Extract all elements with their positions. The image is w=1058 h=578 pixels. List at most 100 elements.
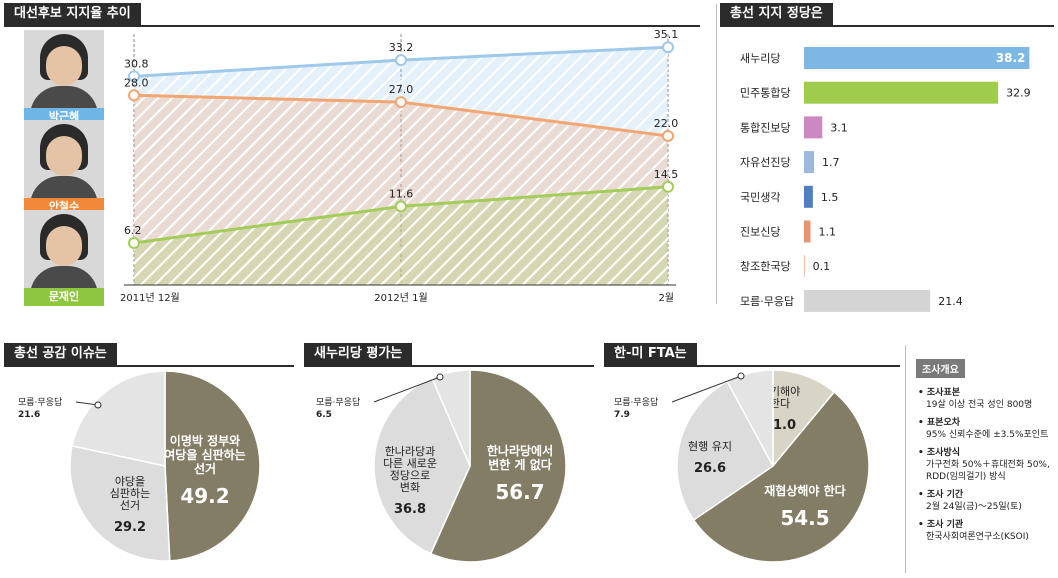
pie-slice	[429, 369, 567, 563]
pie-value: 29.2	[114, 520, 146, 535]
survey-item-detail: 가구전화 50%＋휴대전화 50%,	[926, 460, 1050, 470]
panel-divider	[716, 4, 717, 304]
survey-item: 조사방식 가구전화 50%＋휴대전화 50%, RDD(임의걸기) 방식	[918, 447, 1050, 483]
data-point	[128, 89, 140, 102]
data-point	[662, 129, 674, 142]
candidate-name-label: 문재인	[24, 288, 104, 306]
pie-label: 야당을	[115, 475, 145, 488]
survey-item-detail: 한국사회여론연구소(KSOI)	[926, 532, 1029, 542]
pie-slice	[71, 370, 166, 467]
pie-slice	[164, 370, 261, 562]
bar	[804, 185, 813, 208]
bar	[804, 255, 805, 278]
bar-value-label: 0.1	[813, 260, 831, 273]
bar-value-label: 1.1	[818, 226, 836, 239]
data-label: 11.6	[389, 187, 414, 200]
survey-item: 조사 기간 2월 24일(금)～25일(토)	[918, 489, 1022, 513]
survey-overview-title: 조사개요	[916, 359, 965, 378]
data-point	[128, 70, 140, 83]
pie-value: 7.9	[614, 410, 630, 420]
data-label: 14.5	[654, 168, 679, 181]
pie-value: 6.5	[316, 410, 332, 420]
pie-label: 이명박 정부와	[170, 433, 240, 448]
pie-label: 재협상해야 한다	[764, 483, 845, 498]
data-label: 35.1	[654, 28, 679, 41]
survey-item: 조사표본 19살 이상 전국 성인 800명	[918, 387, 1032, 411]
leader-dot	[94, 401, 102, 409]
data-label: 6.2	[124, 224, 142, 237]
data-label: 28.0	[124, 76, 149, 89]
data-label: 30.8	[124, 57, 149, 70]
data-point	[662, 180, 674, 193]
pie-label: 모름·무응답	[316, 396, 360, 408]
pie-slice	[772, 369, 836, 469]
pie-label: 여당을 심판하는	[164, 447, 245, 462]
saenuri-title-rule	[304, 365, 594, 367]
pie-label: 변한 게 없다	[488, 457, 552, 472]
data-label: 22.0	[654, 117, 679, 130]
bar	[804, 116, 823, 139]
pie-label: 심판하는	[110, 486, 150, 500]
bar-category-label: 새누리당	[740, 52, 780, 65]
x-tick-label: 2월	[658, 292, 674, 304]
survey-item: 표본오차 95% 신뢰수준에 ±3.5%포인트	[918, 417, 1048, 441]
data-point	[662, 41, 674, 54]
pie-slice	[373, 376, 471, 555]
bar-category-label: 모름·무응답	[740, 295, 794, 308]
survey-item-detail: 19살 이상 전국 성인 800명	[926, 400, 1033, 410]
bar	[804, 81, 999, 104]
bar-category-label: 민주통합당	[740, 87, 791, 100]
trend-panel-title: 대선후보 지지율 추이	[4, 3, 141, 25]
survey-item-head: 조사 기간	[918, 489, 1022, 501]
x-tick-label: 2011년 12월	[120, 292, 180, 304]
fta-panel-title: 한-미 FTA는	[604, 343, 697, 365]
survey-overview-box: 조사개요 조사표본 19살 이상 전국 성인 800명 표본오차 95% 신뢰수…	[905, 345, 1056, 573]
pie-label: 정당으로	[390, 469, 430, 482]
bar-value-label: 1.7	[822, 156, 840, 169]
survey-item-head: 표본오차	[918, 417, 1048, 429]
pie-label: 다른 새로운	[383, 457, 437, 470]
survey-item-head: 조사방식	[918, 447, 1050, 459]
leader-dot	[436, 373, 444, 381]
portrait-icon	[24, 120, 104, 198]
portrait-icon	[24, 30, 104, 108]
survey-item-detail: RDD(임의걸기) 방식	[926, 472, 1006, 482]
bar-category-label: 창조한국당	[740, 260, 791, 273]
pie-label: 선거	[120, 499, 140, 512]
data-point	[395, 96, 407, 109]
leader-line	[671, 375, 742, 403]
pie-slice	[692, 390, 870, 563]
bar-category-label: 진보신당	[740, 226, 780, 239]
survey-item-head: 조사표본	[918, 387, 1032, 399]
leader-line	[373, 376, 441, 403]
bar-category-label: 통합진보당	[740, 121, 791, 134]
candidate-portrait-1: 박근혜	[24, 30, 104, 126]
bar-value-label: 38.2	[996, 51, 1026, 65]
pie-slice	[676, 380, 774, 522]
survey-item-detail: 2월 24일(금)～25일(토)	[926, 502, 1022, 512]
pie-value: 54.5	[780, 506, 829, 530]
pie-label: 한나라당과	[385, 445, 436, 458]
bar-value-label: 32.9	[1006, 87, 1031, 100]
party-panel-title: 총선 지지 정당은	[720, 3, 833, 25]
pie-value: 36.8	[394, 502, 426, 517]
bar-value-label: 3.1	[830, 121, 848, 134]
saenuri-panel-title: 새누리당 평가는	[304, 343, 413, 365]
bar	[804, 220, 811, 243]
series-area	[134, 186, 668, 285]
bar-category-label: 자유선진당	[740, 156, 791, 169]
leader-line	[75, 401, 99, 406]
bar-value-label: 21.4	[938, 295, 963, 308]
party-title-rule	[720, 25, 1054, 27]
pie-value: 56.7	[495, 480, 544, 504]
bar	[804, 151, 815, 174]
x-tick-label: 2012년 1월	[374, 292, 427, 304]
bar-value-label: 1.5	[821, 191, 839, 204]
issue-panel-title: 총선 공감 이슈는	[4, 343, 117, 365]
pie-label: 현행 유지	[688, 440, 732, 453]
survey-item-head: 조사 기관	[918, 519, 1029, 531]
data-label: 27.0	[389, 83, 414, 96]
candidate-portrait-3: 문재인	[24, 210, 104, 306]
issue-title-rule	[4, 365, 294, 367]
